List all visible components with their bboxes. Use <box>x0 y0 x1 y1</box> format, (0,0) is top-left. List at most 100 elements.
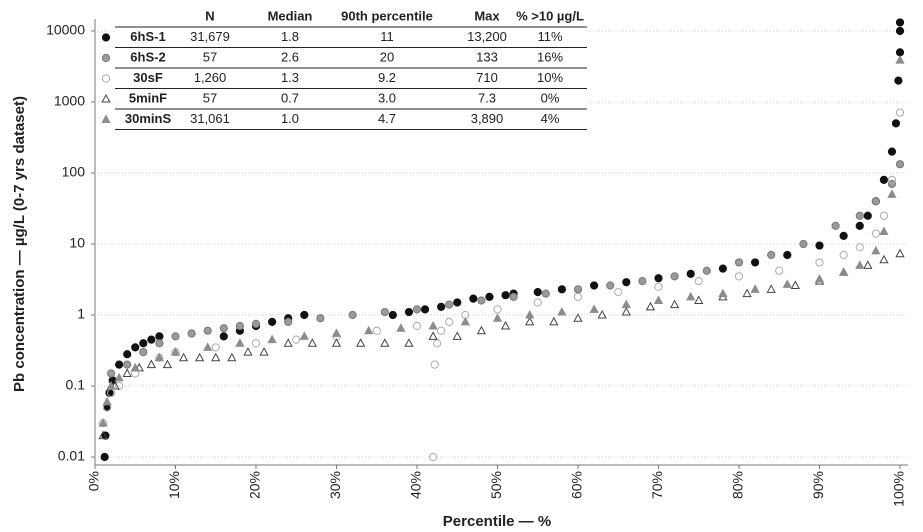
data-point <box>331 338 342 347</box>
data-point <box>453 298 462 307</box>
table-cell: 1,260 <box>194 70 227 85</box>
data-point <box>621 299 631 309</box>
legend-label: 5minF <box>129 90 167 105</box>
x-tick-label: 20% <box>247 471 263 499</box>
data-point <box>404 307 414 317</box>
data-point <box>98 430 108 440</box>
x-tick-label: 10% <box>166 471 182 499</box>
data-point <box>669 299 680 309</box>
data-point <box>476 325 487 335</box>
table-header: % >10 µg/L <box>516 8 584 23</box>
x-axis-title: Percentile — % <box>443 513 551 530</box>
data-point <box>203 342 213 351</box>
data-point <box>219 332 228 341</box>
data-point <box>645 301 656 311</box>
data-point <box>606 281 615 290</box>
data-point <box>501 291 510 300</box>
data-point <box>235 338 245 347</box>
data-point <box>268 317 277 326</box>
data-point <box>863 211 872 220</box>
table-cell: 1.3 <box>281 70 299 85</box>
data-point <box>123 350 132 359</box>
table-cell: 31,679 <box>190 29 230 44</box>
data-point <box>814 274 825 283</box>
data-point <box>300 310 309 320</box>
data-point <box>348 310 357 320</box>
table-header: Max <box>474 8 500 23</box>
data-point <box>815 241 824 250</box>
table-cell: 3,890 <box>471 111 504 126</box>
x-tick-label: 40% <box>408 471 424 499</box>
data-point <box>493 305 502 314</box>
legend-marker <box>101 33 111 42</box>
data-point <box>895 55 905 64</box>
legend-marker <box>101 53 111 63</box>
legend-label: 30sF <box>133 70 163 85</box>
data-point <box>114 372 124 382</box>
x-tick-label: 80% <box>730 471 746 499</box>
data-point <box>243 347 253 356</box>
data-point <box>734 258 744 267</box>
data-point <box>879 226 889 235</box>
table-cell: 9.2 <box>378 70 396 85</box>
data-point <box>815 258 824 267</box>
data-point <box>621 307 631 316</box>
data-point <box>895 18 905 27</box>
data-point <box>871 245 881 255</box>
data-point <box>855 211 864 220</box>
data-point <box>155 332 164 341</box>
data-point <box>195 352 205 362</box>
data-point <box>433 339 442 348</box>
legend-marker <box>101 74 111 83</box>
y-tick-label: 10 <box>69 235 85 251</box>
legend-label: 30minS <box>125 111 172 126</box>
data-point <box>775 266 784 275</box>
data-point <box>122 368 132 377</box>
table-cell: 20 <box>380 49 394 64</box>
data-point <box>782 279 792 288</box>
data-point <box>525 316 535 326</box>
data-point <box>428 320 438 330</box>
data-point <box>102 396 112 406</box>
data-point <box>790 280 800 290</box>
data-point <box>549 316 559 326</box>
data-point <box>879 211 889 220</box>
data-point <box>871 197 880 206</box>
table-cell: 57 <box>203 49 217 64</box>
data-point <box>396 323 406 332</box>
data-point <box>839 231 848 241</box>
data-point <box>267 334 277 344</box>
legend-label: 6hS-1 <box>130 29 165 44</box>
table-cell: 710 <box>476 70 498 85</box>
data-point <box>492 313 503 322</box>
data-point <box>170 347 181 356</box>
data-point <box>307 338 317 347</box>
y-tick-label: 1 <box>77 306 85 322</box>
data-point <box>219 324 228 333</box>
data-point <box>259 347 269 356</box>
table-cell: 4.7 <box>378 111 396 126</box>
data-point <box>891 119 901 128</box>
table-cell: 1.8 <box>281 29 299 44</box>
data-point <box>750 284 760 293</box>
data-point <box>767 250 776 260</box>
table-header: N <box>205 8 214 23</box>
table-cell: 16% <box>537 49 563 64</box>
data-point <box>783 250 792 260</box>
data-point <box>751 258 760 267</box>
data-point <box>469 294 478 303</box>
data-point <box>115 381 124 391</box>
y-axis-title: Pb concentration — µg/L (0-7 yrs dataset… <box>11 96 28 392</box>
data-point <box>162 359 173 369</box>
table-cell: 31,061 <box>190 111 230 126</box>
table-bg <box>115 8 587 130</box>
data-point <box>895 160 905 169</box>
data-point <box>895 108 905 117</box>
data-point <box>105 388 114 397</box>
y-tick-label: 1000 <box>54 93 85 109</box>
data-point <box>887 189 897 198</box>
data-point <box>509 292 518 301</box>
data-point <box>372 326 381 335</box>
data-point <box>541 289 550 298</box>
